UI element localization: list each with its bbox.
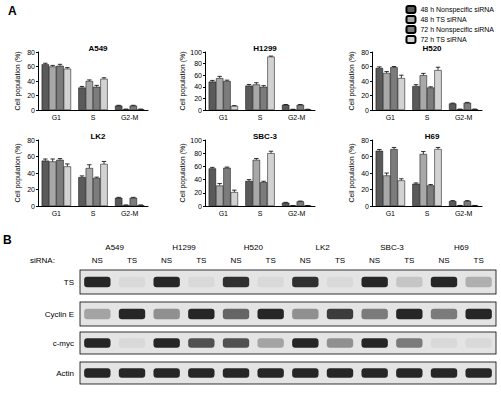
svg-text:40: 40 [194, 176, 202, 183]
svg-text:SBC-3: SBC-3 [253, 132, 278, 141]
svg-text:TS: TS [335, 256, 345, 265]
svg-text:G2-M: G2-M [455, 210, 473, 217]
svg-text:A549: A549 [88, 44, 108, 53]
svg-text:80: 80 [194, 60, 202, 67]
svg-text:72 h Nonspecific siRNA: 72 h Nonspecific siRNA [420, 26, 494, 34]
svg-text:48 h Nonspecific siRNA: 48 h Nonspecific siRNA [420, 6, 494, 14]
svg-text:40: 40 [27, 170, 35, 177]
svg-text:H69: H69 [454, 243, 469, 252]
svg-text:S: S [91, 114, 96, 121]
svg-text:SBC-3: SBC-3 [380, 243, 404, 252]
svg-text:80: 80 [27, 137, 35, 144]
svg-text:Cell population (%): Cell population (%) [179, 51, 187, 110]
svg-text:S: S [258, 114, 263, 121]
svg-text:60: 60 [194, 72, 202, 79]
svg-text:80: 80 [27, 49, 35, 56]
svg-text:Cell population (%): Cell population (%) [14, 143, 22, 202]
svg-text:G1: G1 [219, 114, 228, 121]
svg-text:S: S [425, 210, 430, 217]
svg-text:NS: NS [161, 256, 172, 265]
svg-text:TS: TS [64, 278, 74, 287]
svg-text:LK2: LK2 [90, 132, 106, 141]
svg-text:NS: NS [300, 256, 311, 265]
svg-text:48 h TS siRNA: 48 h TS siRNA [420, 16, 466, 23]
svg-text:siRNA:: siRNA: [30, 256, 55, 265]
svg-text:Actin: Actin [56, 369, 74, 378]
svg-text:S: S [425, 114, 430, 121]
svg-text:H520: H520 [422, 44, 442, 53]
svg-text:B: B [3, 233, 12, 247]
svg-text:40: 40 [27, 78, 35, 85]
svg-text:Cyclin E: Cyclin E [45, 310, 74, 319]
svg-text:TS: TS [266, 256, 276, 265]
svg-text:60: 60 [361, 153, 369, 160]
svg-text:0: 0 [198, 203, 202, 210]
svg-text:0: 0 [31, 203, 35, 210]
svg-text:20: 20 [194, 95, 202, 102]
svg-text:A549: A549 [105, 243, 124, 252]
svg-text:TS: TS [127, 256, 137, 265]
svg-text:G1: G1 [386, 114, 395, 121]
svg-text:60: 60 [194, 163, 202, 170]
svg-text:H69: H69 [425, 132, 440, 141]
svg-text:0: 0 [365, 107, 369, 114]
svg-text:S: S [258, 210, 263, 217]
svg-text:60: 60 [27, 63, 35, 70]
svg-text:Cell population (%): Cell population (%) [348, 51, 356, 110]
svg-text:60: 60 [361, 63, 369, 70]
svg-text:72 h TS siRNA: 72 h TS siRNA [420, 36, 466, 43]
svg-text:20: 20 [361, 92, 369, 99]
svg-text:20: 20 [361, 186, 369, 193]
svg-text:G2-M: G2-M [288, 114, 306, 121]
svg-text:NS: NS [230, 256, 241, 265]
svg-text:G2-M: G2-M [121, 210, 139, 217]
svg-text:H520: H520 [244, 243, 264, 252]
svg-text:G2-M: G2-M [288, 210, 306, 217]
svg-text:Cell population (%): Cell population (%) [179, 143, 187, 202]
svg-text:100: 100 [190, 137, 202, 144]
svg-text:80: 80 [194, 150, 202, 157]
svg-text:Cell population (%): Cell population (%) [348, 143, 356, 202]
svg-text:0: 0 [198, 107, 202, 114]
svg-text:40: 40 [194, 83, 202, 90]
svg-text:A: A [8, 4, 17, 18]
svg-text:G2-M: G2-M [121, 114, 139, 121]
svg-text:20: 20 [27, 92, 35, 99]
svg-text:H1299: H1299 [253, 44, 277, 53]
svg-text:80: 80 [361, 137, 369, 144]
svg-text:G1: G1 [386, 210, 395, 217]
svg-text:TS: TS [404, 256, 414, 265]
svg-text:TS: TS [474, 256, 484, 265]
svg-text:NS: NS [92, 256, 103, 265]
svg-text:LK2: LK2 [316, 243, 331, 252]
svg-text:NS: NS [438, 256, 449, 265]
svg-text:0: 0 [365, 203, 369, 210]
svg-text:0: 0 [31, 107, 35, 114]
svg-text:60: 60 [27, 153, 35, 160]
svg-text:80: 80 [361, 49, 369, 56]
svg-text:S: S [91, 210, 96, 217]
svg-text:G1: G1 [219, 210, 228, 217]
svg-text:G1: G1 [52, 114, 61, 121]
svg-text:100: 100 [190, 49, 202, 56]
svg-text:G1: G1 [52, 210, 61, 217]
svg-text:40: 40 [361, 170, 369, 177]
svg-text:40: 40 [361, 78, 369, 85]
svg-text:20: 20 [194, 189, 202, 196]
svg-text:Cell population (%): Cell population (%) [14, 51, 22, 110]
svg-text:c-myc: c-myc [53, 339, 74, 348]
svg-text:G2-M: G2-M [455, 114, 473, 121]
svg-text:TS: TS [196, 256, 206, 265]
svg-text:H1299: H1299 [172, 243, 196, 252]
svg-text:20: 20 [27, 186, 35, 193]
svg-text:NS: NS [369, 256, 380, 265]
